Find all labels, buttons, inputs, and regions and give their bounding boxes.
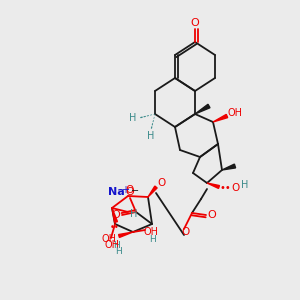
Text: ••: •• (110, 224, 120, 232)
Text: ••: •• (219, 183, 231, 193)
Text: H: H (116, 248, 122, 256)
Polygon shape (195, 104, 210, 114)
Text: H: H (112, 242, 119, 250)
Text: −: − (131, 186, 139, 196)
Text: H: H (241, 180, 249, 190)
Text: O: O (231, 183, 239, 193)
Polygon shape (207, 183, 220, 188)
Text: O: O (112, 210, 120, 220)
Text: H: H (150, 235, 156, 244)
Text: +: + (121, 185, 129, 195)
Text: OH: OH (143, 227, 158, 237)
Polygon shape (213, 114, 228, 122)
Text: OH: OH (227, 108, 242, 118)
Text: O: O (190, 18, 200, 28)
Text: O: O (125, 185, 133, 195)
Text: Na: Na (108, 187, 124, 197)
Text: O: O (181, 227, 189, 237)
Text: O: O (158, 178, 166, 188)
Text: OH: OH (104, 240, 119, 250)
Polygon shape (222, 164, 236, 170)
Polygon shape (112, 208, 117, 222)
Polygon shape (118, 232, 133, 237)
Polygon shape (148, 186, 157, 197)
Text: OH: OH (101, 234, 116, 244)
Text: O: O (126, 187, 134, 197)
Text: O: O (208, 210, 216, 220)
Text: H: H (147, 131, 155, 141)
Text: H: H (130, 209, 138, 219)
Text: H: H (129, 113, 137, 123)
